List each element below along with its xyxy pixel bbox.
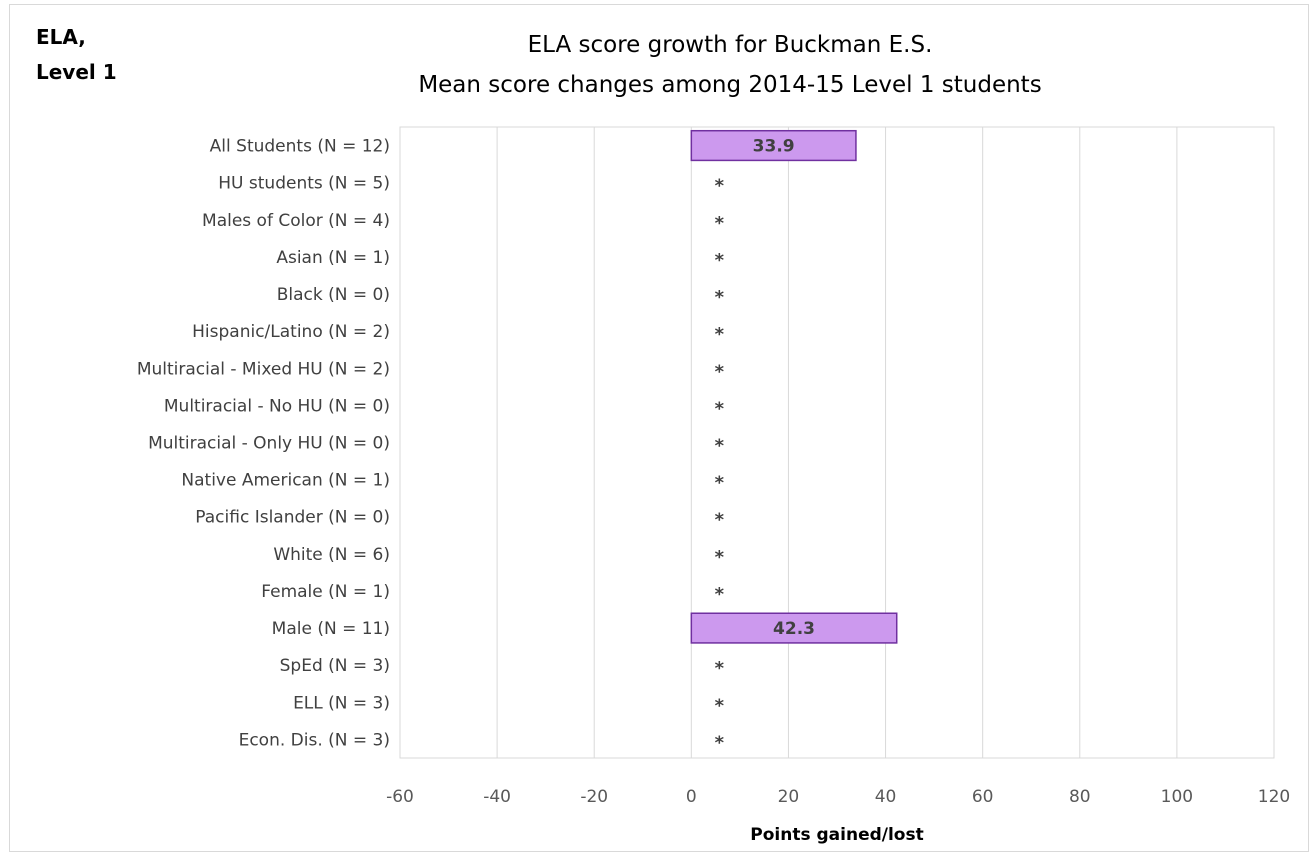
x-tick-label: 60 [972, 787, 994, 807]
chart-frame [9, 4, 1309, 852]
data-label: 42.3 [773, 619, 815, 639]
category-label: Black (N = 0) [277, 285, 390, 305]
suppressed-marker: * [715, 361, 725, 382]
chart-title: ELA score growth for Buckman E.S. [527, 32, 933, 58]
category-label: All Students (N = 12) [210, 137, 390, 157]
suppressed-marker: * [715, 324, 725, 345]
corner-label: ELA, Level 1 [36, 20, 117, 90]
x-tick-labels: -60 -40 -20 0 20 40 60 80 100 120 [386, 787, 1290, 807]
suppressed-marker: * [715, 547, 725, 568]
plot-area-border [399, 126, 1275, 759]
bar [690, 612, 898, 644]
data-label: 33.9 [753, 137, 795, 157]
category-label: Multiracial - Only HU (N = 0) [148, 434, 390, 454]
chart-subtitle: Mean score changes among 2014-15 Level 1… [418, 72, 1042, 98]
gridlines [399, 127, 1275, 758]
corner-label-line1: ELA, [36, 25, 86, 49]
category-label: White (N = 6) [273, 545, 390, 565]
suppressed-marker: * [715, 436, 725, 457]
category-labels: All Students (N = 12) HU students (N = 5)… [137, 137, 390, 751]
x-tick-label: 0 [686, 787, 697, 807]
bars: 33.9 * * * * * * * * * * * * 42.3 * * * [690, 129, 898, 753]
category-label: SpEd (N = 3) [280, 656, 390, 676]
bar [690, 129, 857, 162]
category-label: Female (N = 1) [261, 582, 390, 602]
x-tick-label: 20 [778, 787, 800, 807]
category-label: Multiracial - Mixed HU (N = 2) [137, 359, 390, 379]
suppressed-marker: * [715, 473, 725, 494]
x-tick-label: -40 [483, 787, 511, 807]
x-tick-label: 100 [1161, 787, 1193, 807]
category-label: Male (N = 11) [272, 619, 390, 639]
category-label: Asian (N = 1) [276, 248, 390, 268]
category-label: Native American (N = 1) [181, 471, 390, 491]
suppressed-marker: * [715, 695, 725, 716]
suppressed-marker: * [715, 398, 725, 419]
suppressed-marker: * [715, 584, 725, 605]
suppressed-marker: * [715, 213, 725, 234]
suppressed-marker: * [715, 658, 725, 679]
category-label: Econ. Dis. (N = 3) [239, 730, 390, 750]
x-tick-label: 40 [875, 787, 897, 807]
suppressed-marker: * [715, 510, 725, 531]
category-label: Pacific Islander (N = 0) [195, 508, 390, 528]
x-tick-label: -60 [386, 787, 414, 807]
category-label: HU students (N = 5) [218, 174, 390, 194]
category-label: Males of Color (N = 4) [202, 211, 390, 231]
corner-label-line2: Level 1 [36, 60, 117, 84]
category-label: Hispanic/Latino (N = 2) [192, 322, 390, 342]
x-axis-label: Points gained/lost [750, 825, 923, 845]
suppressed-marker: * [715, 250, 725, 271]
suppressed-marker: * [715, 287, 725, 308]
suppressed-marker: * [715, 176, 725, 197]
x-tick-label: -20 [580, 787, 608, 807]
x-tick-label: 80 [1069, 787, 1091, 807]
suppressed-marker: * [715, 732, 725, 753]
category-label: ELL (N = 3) [293, 693, 390, 713]
x-tick-label: 120 [1258, 787, 1290, 807]
category-label: Multiracial - No HU (N = 0) [164, 396, 390, 416]
